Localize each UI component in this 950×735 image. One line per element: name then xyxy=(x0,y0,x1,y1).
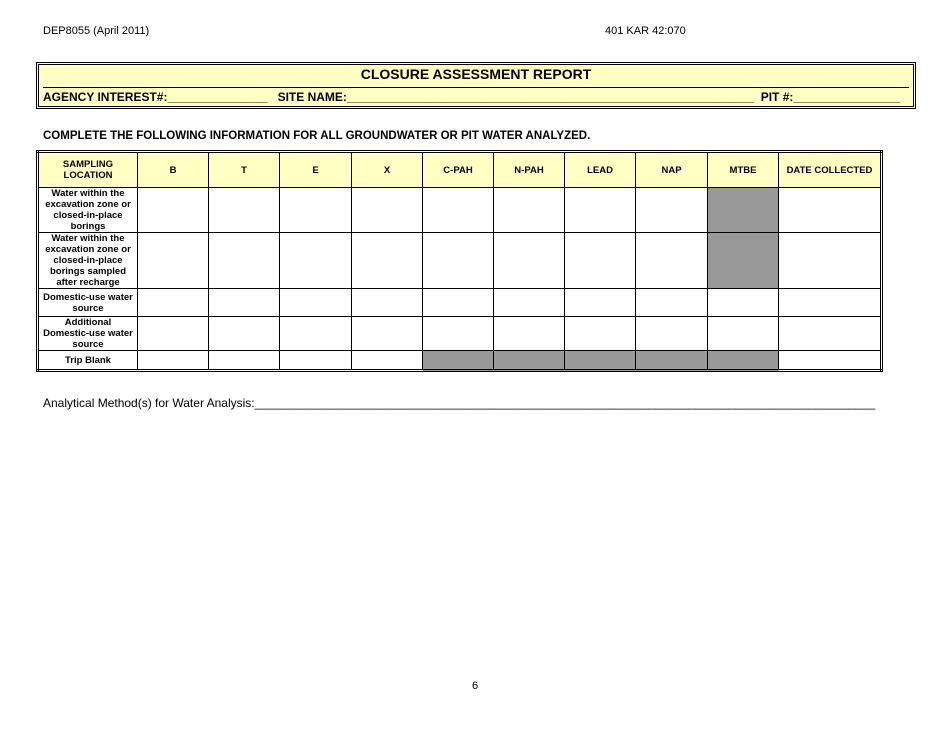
pit-label: PIT #: xyxy=(760,90,794,104)
regulation-ref: 401 KAR 42:070 xyxy=(605,25,686,37)
table-header-row: SAMPLING LOCATION B T E X C-PAH N-PAH LEAD NAP MT… xyxy=(37,151,882,188)
column-header: X xyxy=(351,151,423,188)
analytical-method-field[interactable]: ________________________________________… xyxy=(254,396,876,410)
entry-cell[interactable] xyxy=(279,288,352,317)
entry-cell[interactable] xyxy=(564,316,636,351)
entry-cell[interactable] xyxy=(493,316,565,351)
entry-cell[interactable] xyxy=(778,187,882,233)
report-fields: AGENCY INTEREST#:_______________ SITE NA… xyxy=(43,87,909,104)
sampling-location: Water within the excavation zone or clos… xyxy=(37,232,138,289)
entry-cell[interactable] xyxy=(279,350,352,371)
entry-cell[interactable] xyxy=(208,187,280,233)
table-row: Water within the excavation zone or clos… xyxy=(37,187,882,233)
entry-cell[interactable] xyxy=(493,187,565,233)
sampling-table: SAMPLING LOCATION B T E X C-PAH N-PAH LEAD NAP MT… xyxy=(36,150,883,372)
sampling-location: Additional Domestic-use water source xyxy=(37,316,138,351)
entry-cell[interactable] xyxy=(208,232,280,289)
entry-cell[interactable] xyxy=(564,288,636,317)
entry-cell[interactable] xyxy=(778,288,882,317)
sampling-location: Water within the excavation zone or clos… xyxy=(37,187,138,233)
entry-cell[interactable] xyxy=(422,288,494,317)
entry-cell[interactable] xyxy=(351,232,423,289)
sampling-location: Domestic-use water source xyxy=(37,288,138,317)
table-row: Additional Domestic-use water source xyxy=(37,316,882,351)
entry-cell[interactable] xyxy=(351,316,423,351)
entry-cell[interactable] xyxy=(208,316,280,351)
shaded-cell xyxy=(707,350,779,371)
table-row: Water within the excavation zone or clos… xyxy=(37,232,882,289)
entry-cell[interactable] xyxy=(208,350,280,371)
entry-cell[interactable] xyxy=(635,187,708,233)
entry-cell[interactable] xyxy=(493,232,565,289)
column-header: DATE COLLECTED xyxy=(778,151,882,188)
pit-field[interactable]: ________________ xyxy=(793,90,901,104)
shaded-cell xyxy=(707,232,779,289)
instructions: COMPLETE THE FOLLOWING INFORMATION FOR A… xyxy=(43,130,591,142)
entry-cell[interactable] xyxy=(279,316,352,351)
entry-cell[interactable] xyxy=(351,288,423,317)
column-header: E xyxy=(279,151,352,188)
table-row: Trip Blank xyxy=(37,350,882,371)
entry-cell[interactable] xyxy=(635,316,708,351)
shaded-cell xyxy=(635,350,708,371)
analytical-method: Analytical Method(s) for Water Analysis:… xyxy=(43,396,875,410)
entry-cell[interactable] xyxy=(707,316,779,351)
entry-cell[interactable] xyxy=(635,232,708,289)
entry-cell[interactable] xyxy=(564,187,636,233)
entry-cell[interactable] xyxy=(137,350,209,371)
entry-cell[interactable] xyxy=(137,316,209,351)
entry-cell[interactable] xyxy=(778,232,882,289)
shaded-cell xyxy=(707,187,779,233)
column-header: SAMPLING LOCATION xyxy=(37,151,138,188)
entry-cell[interactable] xyxy=(422,187,494,233)
entry-cell[interactable] xyxy=(279,187,352,233)
entry-cell[interactable] xyxy=(137,232,209,289)
entry-cell[interactable] xyxy=(137,187,209,233)
page-number: 6 xyxy=(471,680,479,692)
entry-cell[interactable] xyxy=(208,288,280,317)
column-header: N-PAH xyxy=(493,151,565,188)
entry-cell[interactable] xyxy=(778,350,882,371)
column-header: NAP xyxy=(635,151,708,188)
shaded-cell xyxy=(422,350,494,371)
entry-cell[interactable] xyxy=(351,350,423,371)
entry-cell[interactable] xyxy=(707,288,779,317)
entry-cell[interactable] xyxy=(778,316,882,351)
entry-cell[interactable] xyxy=(422,232,494,289)
column-header: MTBE xyxy=(707,151,779,188)
site-name-label: SITE NAME: xyxy=(277,90,347,104)
sampling-location: Trip Blank xyxy=(37,350,138,371)
column-header: C-PAH xyxy=(422,151,494,188)
entry-cell[interactable] xyxy=(422,316,494,351)
agency-interest-label: AGENCY INTEREST#: xyxy=(43,90,168,104)
report-header-box: CLOSURE ASSESSMENT REPORT AGENCY INTERES… xyxy=(36,62,916,109)
entry-cell[interactable] xyxy=(635,288,708,317)
table-row: Domestic-use water source xyxy=(37,288,882,317)
entry-cell[interactable] xyxy=(493,288,565,317)
shaded-cell xyxy=(564,350,636,371)
shaded-cell xyxy=(493,350,565,371)
analytical-method-label: Analytical Method(s) for Water Analysis: xyxy=(43,396,255,410)
form-id: DEP8055 (April 2011) xyxy=(43,25,150,37)
report-title: CLOSURE ASSESSMENT REPORT xyxy=(360,66,592,82)
entry-cell[interactable] xyxy=(137,288,209,317)
column-header: LEAD xyxy=(564,151,636,188)
site-name-field[interactable]: ________________________________________… xyxy=(346,90,755,104)
column-header: B xyxy=(137,151,209,188)
entry-cell[interactable] xyxy=(351,187,423,233)
agency-interest-field[interactable]: _______________ xyxy=(167,90,268,104)
entry-cell[interactable] xyxy=(279,232,352,289)
column-header: T xyxy=(208,151,280,188)
entry-cell[interactable] xyxy=(564,232,636,289)
